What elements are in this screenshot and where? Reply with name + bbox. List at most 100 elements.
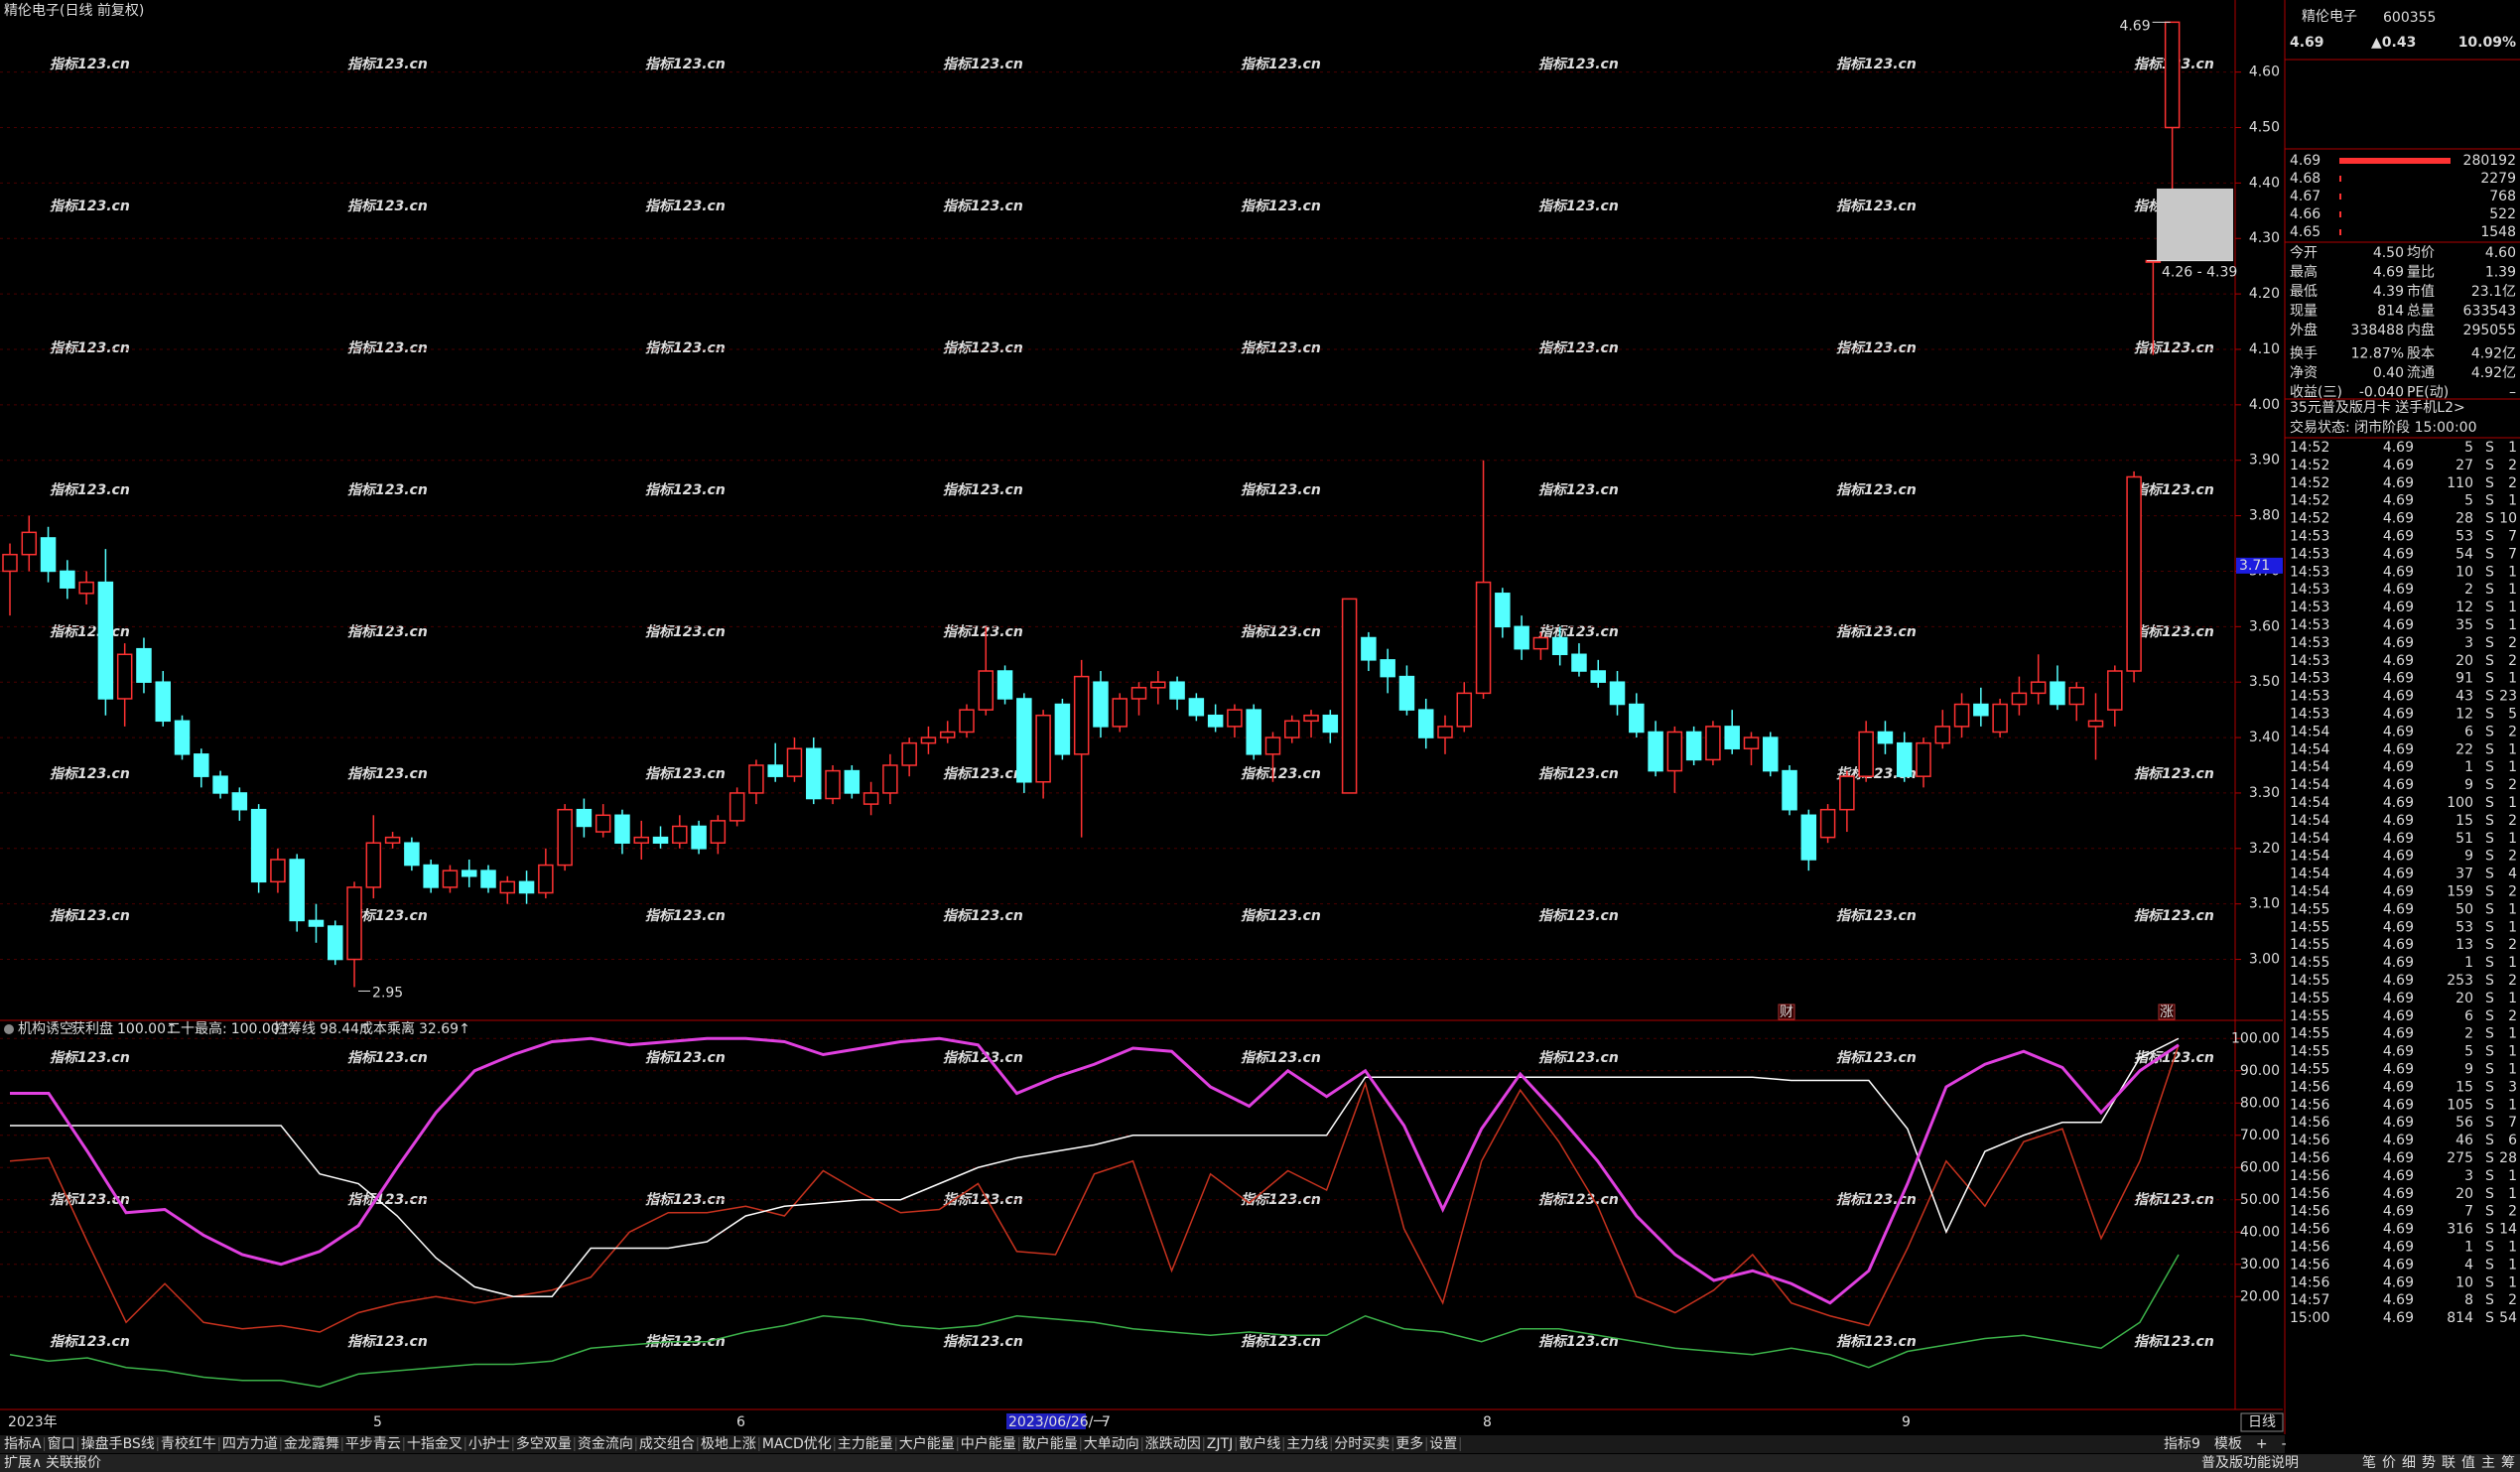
- indicator-tab[interactable]: 窗口: [48, 1435, 75, 1452]
- indicator-tab[interactable]: 平步青云: [345, 1436, 401, 1452]
- candle-body: [1609, 681, 1626, 706]
- watermark: 指标123.cn: [943, 339, 1023, 356]
- candle-body: [939, 731, 956, 738]
- trade-count: 2: [2508, 1008, 2517, 1024]
- status-link[interactable]: 普及版功能说明: [2201, 1455, 2299, 1471]
- candle-body: [328, 925, 343, 961]
- indicator-tab[interactable]: 青校红牛: [161, 1435, 216, 1452]
- candle-body: [1284, 720, 1300, 738]
- indicator-tab[interactable]: 金龙露舞: [284, 1436, 339, 1452]
- template-tab[interactable]: -: [2282, 1436, 2287, 1452]
- indicator-tab[interactable]: 极地上涨: [701, 1436, 756, 1452]
- trade-price: 4.69: [2383, 901, 2414, 917]
- watermark: 指标123.cn: [1836, 1049, 1917, 1066]
- candle-body: [672, 825, 688, 844]
- trade-price: 4.69: [2383, 1097, 2414, 1113]
- indicator-tab[interactable]: 指标A: [4, 1436, 42, 1452]
- status-button[interactable]: 关联报价: [46, 1455, 101, 1471]
- watermark: 指标123.cn: [2134, 765, 2214, 782]
- legend-value: 100.00↑: [117, 1021, 178, 1037]
- candle-body: [1514, 625, 1529, 650]
- trade-volume: 10: [2455, 564, 2473, 580]
- template-tab[interactable]: 模板: [2214, 1436, 2242, 1452]
- candle-body: [1169, 681, 1185, 700]
- indicator-tab[interactable]: 散户线: [1239, 1435, 1280, 1452]
- indicator-tab[interactable]: 操盘手BS线: [81, 1435, 155, 1452]
- indicator-tab[interactable]: 散户能量: [1022, 1435, 1078, 1452]
- panel-tab[interactable]: 联: [2442, 1455, 2455, 1471]
- indicator-tab[interactable]: 四方力道: [222, 1436, 278, 1452]
- indicator-tab[interactable]: 资金流向: [578, 1436, 633, 1452]
- watermark: 指标123.cn: [645, 56, 726, 72]
- indicator-tab[interactable]: 涨跌动因: [1145, 1436, 1201, 1452]
- promo-link[interactable]: 35元普及版月卡 送手机L2>: [2290, 400, 2465, 416]
- trade-count: 1: [2508, 901, 2517, 917]
- indicator-tab[interactable]: MACD优化: [762, 1436, 832, 1452]
- candle-body: [174, 720, 191, 755]
- candle-body: [1896, 741, 1913, 777]
- candle-body: [1130, 687, 1147, 700]
- watermark: 指标123.cn: [1538, 339, 1619, 356]
- trade-count: 2: [2508, 1292, 2517, 1308]
- trade-price: 4.69: [2383, 1310, 2414, 1326]
- candle-body: [1054, 703, 1071, 755]
- trade-side: S: [2485, 1133, 2494, 1148]
- candle-body: [901, 741, 917, 766]
- trade-volume: 43: [2455, 689, 2473, 705]
- indicator-tab[interactable]: 成交组合: [639, 1435, 695, 1452]
- candle-body: [1763, 736, 1779, 772]
- stat-value: 338488: [2351, 323, 2404, 338]
- candle-body: [1782, 769, 1797, 811]
- bid-bar: [2339, 211, 2341, 217]
- panel-tab[interactable]: 势: [2422, 1455, 2436, 1471]
- candle-body: [844, 769, 861, 794]
- watermark: 指标123.cn: [645, 765, 726, 782]
- trade-count: 54: [2499, 1310, 2517, 1326]
- indicator-tab[interactable]: 更多: [1395, 1435, 1423, 1452]
- panel-tab[interactable]: 价: [2382, 1455, 2396, 1471]
- trade-price: 4.69: [2383, 617, 2414, 633]
- panel-tab[interactable]: 筹: [2501, 1454, 2515, 1471]
- trade-volume: 50: [2455, 901, 2473, 917]
- y-tick-label: 3.80: [2249, 508, 2280, 524]
- candle-body: [1629, 703, 1645, 734]
- trade-side: S: [2485, 1274, 2494, 1290]
- panel-tab[interactable]: 值: [2461, 1455, 2475, 1471]
- panel-tab[interactable]: 主: [2481, 1455, 2495, 1471]
- trade-volume: 15: [2455, 813, 2473, 829]
- candle-body: [2030, 681, 2047, 695]
- template-tab[interactable]: 指标9: [2164, 1436, 2200, 1452]
- indicator-tab[interactable]: 小护士: [468, 1436, 510, 1452]
- trade-volume: 1: [2464, 759, 2473, 775]
- legend-value: 100.00↑: [231, 1021, 292, 1037]
- trade-side: S: [2485, 529, 2494, 545]
- indicator-tab[interactable]: 大单动向: [1084, 1436, 1139, 1452]
- indicator-tab[interactable]: ZJTJ: [1207, 1436, 1233, 1452]
- indicator-tab[interactable]: 多空双量: [516, 1435, 572, 1452]
- y-tick-label: 80.00: [2240, 1095, 2280, 1111]
- template-tab[interactable]: +: [2256, 1436, 2268, 1452]
- indicator-tab[interactable]: 设置: [1429, 1436, 1457, 1452]
- status-button[interactable]: 扩展∧: [4, 1455, 42, 1471]
- trade-time: 14:54: [2290, 831, 2329, 847]
- event-marker-label: 涨: [2160, 1004, 2174, 1020]
- bid-volume: 522: [2489, 206, 2516, 222]
- indicator-tab[interactable]: 主力能量: [838, 1436, 893, 1452]
- trade-count: 2: [2508, 937, 2517, 953]
- indicator-tab[interactable]: 中户能量: [961, 1435, 1016, 1452]
- trade-count: 2: [2508, 635, 2517, 651]
- panel-tab[interactable]: 细: [2402, 1455, 2416, 1471]
- indicator-tab[interactable]: 大户能量: [899, 1435, 955, 1452]
- y-tick-label: 90.00: [2240, 1063, 2280, 1079]
- panel-tab[interactable]: 笔: [2362, 1455, 2376, 1471]
- candle-body: [996, 670, 1013, 700]
- watermark: 指标123.cn: [347, 56, 428, 72]
- trade-volume: 6: [2464, 724, 2473, 739]
- indicator-tab[interactable]: 主力线: [1286, 1436, 1328, 1452]
- watermark: 指标123.cn: [645, 907, 726, 924]
- indicator-tab[interactable]: 十指金叉: [407, 1436, 463, 1452]
- stat-label: 净资: [2290, 365, 2318, 381]
- trade-side: S: [2485, 671, 2494, 687]
- trade-time: 14:54: [2290, 741, 2329, 757]
- indicator-tab[interactable]: 分时买卖: [1334, 1436, 1390, 1452]
